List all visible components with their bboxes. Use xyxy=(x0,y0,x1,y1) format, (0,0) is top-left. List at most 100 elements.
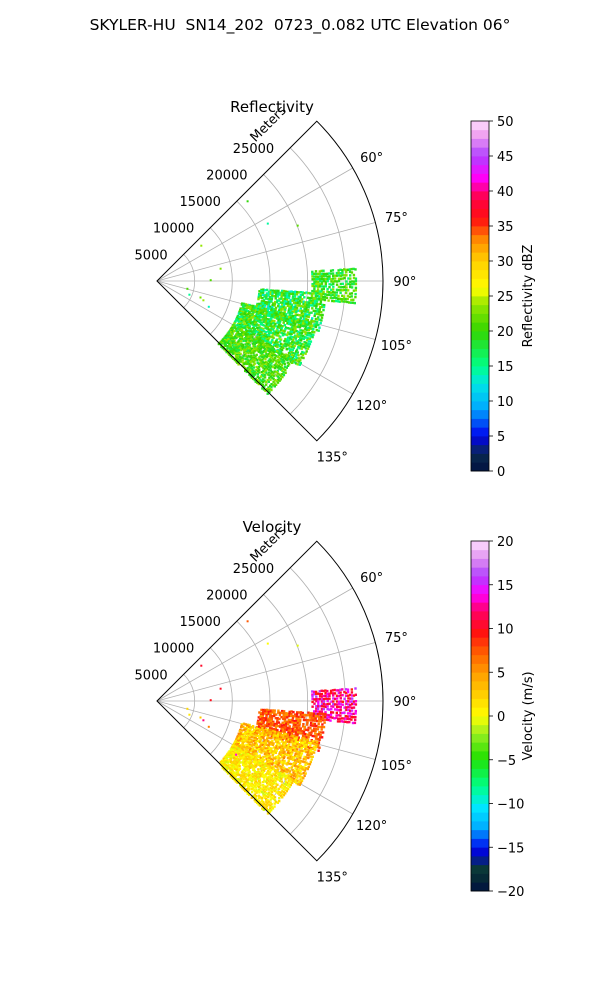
echo-cell xyxy=(267,334,270,337)
echo-cell xyxy=(302,723,305,726)
echo-cell xyxy=(242,740,245,744)
echo-cell xyxy=(316,292,320,295)
range-tick-label: 20000 xyxy=(206,588,247,603)
echo-cell xyxy=(255,732,259,735)
echo-cell xyxy=(267,744,270,747)
echo-cell xyxy=(230,333,233,336)
echo-cell xyxy=(299,765,302,768)
echo-cell xyxy=(315,272,318,276)
echo-cell xyxy=(240,336,243,339)
echo-cell xyxy=(249,728,252,732)
echo-cell xyxy=(245,788,249,791)
echo-cell xyxy=(254,341,257,344)
echo-cell xyxy=(264,301,267,304)
echo-cell xyxy=(280,765,283,769)
echo-cell xyxy=(255,727,258,730)
echo-cell xyxy=(276,783,279,786)
echo-cell xyxy=(237,762,241,766)
echo-cell xyxy=(248,303,251,307)
echo-cell xyxy=(254,775,257,778)
echo-cell xyxy=(347,706,350,709)
echo-cell xyxy=(286,338,289,341)
echo-cell xyxy=(291,730,294,733)
echo-cell xyxy=(319,731,323,734)
echo-cell xyxy=(269,725,272,728)
echo-cell xyxy=(348,292,352,295)
echo-cell xyxy=(255,317,259,320)
echo-cell xyxy=(254,790,257,793)
echo-cell xyxy=(275,788,278,791)
echo-cell xyxy=(265,342,268,345)
echo-cell xyxy=(276,765,279,769)
echo-cell xyxy=(269,762,272,765)
echo-cell xyxy=(309,712,312,715)
echo-cell xyxy=(260,315,263,319)
echo-cell xyxy=(266,764,269,767)
echo-cell xyxy=(217,342,221,346)
echo-cell xyxy=(267,734,270,737)
echo-cell xyxy=(277,334,280,337)
echo-cell xyxy=(345,274,348,277)
azimuth-tick-label: 75° xyxy=(385,211,408,226)
echo-cell xyxy=(220,345,223,348)
echo-cell xyxy=(311,272,314,276)
echo-cell xyxy=(289,348,293,351)
echo-cell xyxy=(335,700,339,703)
echo-cell xyxy=(258,776,261,779)
echo-cell xyxy=(316,290,320,293)
echo-cell xyxy=(307,729,310,732)
echo-cell xyxy=(330,283,333,286)
echo-cell xyxy=(271,780,275,783)
echo-cell xyxy=(255,739,258,742)
echo-cell xyxy=(209,699,212,702)
echo-cell xyxy=(282,361,285,365)
echo-cell xyxy=(309,304,313,307)
echo-cell xyxy=(283,782,286,785)
echo-cell xyxy=(282,304,286,307)
echo-cell xyxy=(303,728,306,731)
azimuth-tick-label: 135° xyxy=(317,450,348,465)
echo-cell xyxy=(285,319,288,322)
echo-cell xyxy=(327,718,330,722)
echo-cell xyxy=(267,803,270,806)
echo-cell xyxy=(259,344,262,347)
echo-cell xyxy=(272,720,275,723)
echo-cell xyxy=(354,700,358,703)
echo-cell xyxy=(244,763,247,766)
colorbar-segment xyxy=(471,366,489,376)
echo-cell xyxy=(245,758,249,761)
echo-cell xyxy=(317,725,320,728)
echo-cell xyxy=(250,790,254,794)
echo-cell xyxy=(267,386,270,389)
echo-cell xyxy=(290,307,293,310)
range-tick-label: 5000 xyxy=(135,248,168,263)
echo-cell xyxy=(315,328,318,332)
echo-cell xyxy=(280,295,283,298)
echo-cell xyxy=(259,364,262,367)
echo-cell xyxy=(292,354,296,358)
echo-cell xyxy=(292,301,296,305)
echo-cell xyxy=(297,755,300,759)
echo-cell xyxy=(306,721,309,724)
echo-cell xyxy=(268,331,272,334)
echo-cell xyxy=(335,705,339,709)
echo-cell xyxy=(273,781,276,784)
echo-cell xyxy=(250,365,254,368)
echo-cell xyxy=(259,732,263,735)
echo-cell xyxy=(254,741,257,744)
echo-cell xyxy=(262,336,265,339)
echo-cell xyxy=(328,277,331,280)
echo-cell xyxy=(312,320,315,323)
echo-cell xyxy=(267,328,271,331)
echo-cell xyxy=(354,718,357,722)
azimuth-tick-label: 105° xyxy=(381,339,412,354)
echo-cell xyxy=(268,390,271,394)
echo-cell xyxy=(311,278,314,281)
echo-cell xyxy=(264,357,267,361)
echo-cell xyxy=(306,748,309,751)
echo-cell xyxy=(239,777,243,781)
echo-cell xyxy=(242,320,245,323)
echo-cell xyxy=(250,777,253,780)
colorbar-segment xyxy=(471,401,489,411)
echo-cell xyxy=(262,727,266,731)
